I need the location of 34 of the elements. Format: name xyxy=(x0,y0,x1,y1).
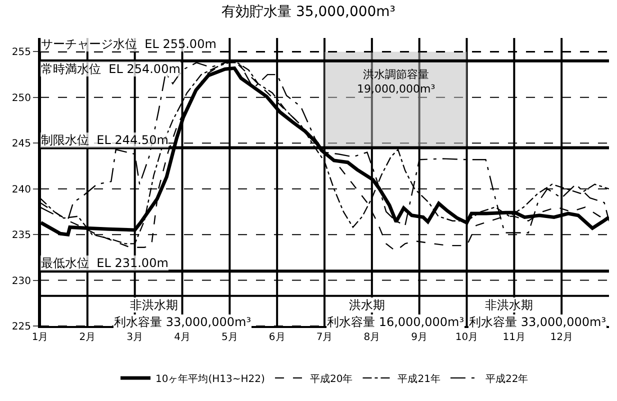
y-tick-label: 230 xyxy=(12,276,31,287)
x-tick-label: 6月 xyxy=(268,332,286,343)
x-tick-label: 5月 xyxy=(221,332,238,343)
ref-line-label: サーチャージ水位 EL 255.00m xyxy=(41,37,216,51)
annotation: 利水容量 16,000,000m³ xyxy=(327,315,464,329)
annotation: 利水容量 33,000,000m³ xyxy=(114,315,252,329)
x-tick-label: 10月 xyxy=(455,332,478,343)
ref-line-label: 常時満水位 EL 254.00m xyxy=(41,62,180,76)
annotation: 非洪水期 xyxy=(485,298,533,312)
annotation: 洪水期 xyxy=(349,298,385,312)
x-tick-label: 4月 xyxy=(174,332,190,343)
x-tick-label: 3月 xyxy=(126,332,144,343)
annotation: 非洪水期 xyxy=(130,298,178,312)
annotation: 利水容量 33,000,000m³ xyxy=(469,315,606,329)
x-tick-label: 9月 xyxy=(411,332,428,343)
legend-label: 平成22年 xyxy=(485,372,528,385)
ref-line-label: 最低水位 EL 231.00m xyxy=(41,256,168,270)
chart-title: 有効貯水量 35,000,000m³ xyxy=(222,4,396,20)
y-tick-label: 250 xyxy=(12,92,31,104)
x-tick-label: 8月 xyxy=(364,332,380,343)
y-tick-label: 240 xyxy=(12,184,31,196)
x-tick-label: 2月 xyxy=(79,332,96,343)
y-tick-label: 245 xyxy=(12,138,31,150)
y-tick-label: 225 xyxy=(12,322,31,332)
y-tick-label: 255 xyxy=(12,47,31,58)
x-tick-label: 11月 xyxy=(502,332,526,343)
x-tick-label: 1月 xyxy=(32,332,48,343)
ref-line-label: 制限水位 EL 244.50m xyxy=(41,133,168,147)
legend-label: 10ヶ年平均(H13~H22) xyxy=(156,372,265,385)
x-tick-label: 12月 xyxy=(550,332,573,343)
legend-label: 平成20年 xyxy=(310,372,353,385)
y-tick-label: 235 xyxy=(12,230,31,242)
legend-label: 平成21年 xyxy=(398,372,440,385)
x-tick-label: 7月 xyxy=(316,332,333,343)
